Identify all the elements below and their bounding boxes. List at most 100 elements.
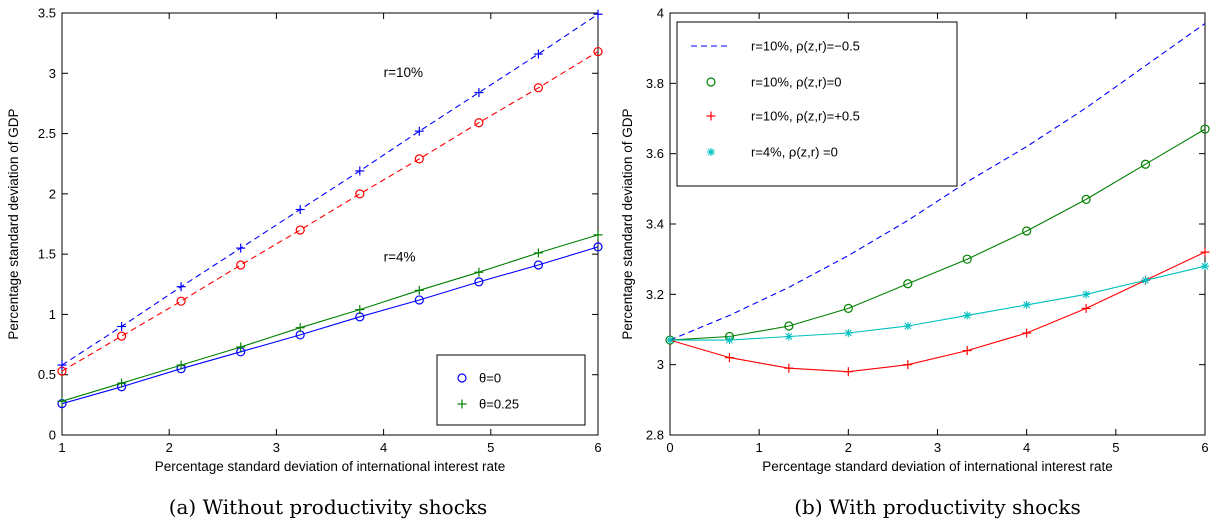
legend-box [436,354,586,426]
x-axis-label: Percentage standard deviation of interna… [155,459,505,474]
series-1 [57,46,603,376]
data-point [724,353,734,363]
data-point [903,279,913,289]
legend-label: r=10%, ρ(z,r)=−0.5 [751,39,860,54]
x-tick-label: 2 [166,440,173,455]
data-point [1022,328,1032,338]
data-point [533,248,543,258]
data-point [725,336,734,345]
series-line [61,13,599,366]
data-point [355,166,365,176]
legend-label: r=4%, ρ(z,r) =0 [751,145,838,160]
data-point-d2 [1201,262,1209,270]
annotation-label: r=10% [384,65,423,80]
data-point [1022,300,1031,309]
data-point [533,83,543,93]
y-tick-label: 3.6 [646,146,664,161]
series-line [669,128,1206,341]
data-point [784,363,794,373]
data-point [1022,226,1032,236]
legend-marker [706,111,716,121]
series-line [61,234,599,402]
figure-caption: (a) Without productivity shocks [169,495,488,519]
data-point [414,154,424,164]
data-point [1200,124,1210,134]
data-point-d2 [785,333,793,340]
y-tick-label: 1.5 [38,247,56,262]
y-axis-label: Percentage standard deviation of GDP [620,108,635,339]
data-point [843,367,853,377]
data-point [117,331,127,341]
y-tick-label: 0 [49,428,56,443]
legend-marker [706,77,716,87]
data-point [474,118,484,128]
data-point [784,332,793,341]
x-tick-label: 1 [756,440,763,455]
data-point [57,360,67,370]
series-line [61,246,599,405]
data-point [843,303,853,313]
series-2 [57,9,603,370]
y-tick-label: 1 [49,307,56,322]
legend-marker [457,399,467,409]
x-tick-label: 6 [1201,440,1208,455]
data-point [176,360,186,370]
data-point [236,260,246,270]
y-tick-label: 3.2 [646,287,664,302]
legend-label: r=10%, ρ(z,r)=0 [751,75,841,90]
data-point [666,336,674,345]
x-tick-label: 5 [487,440,494,455]
data-point [176,282,186,292]
x-tick-label: 1 [58,440,65,455]
data-point [593,9,603,19]
legend: r=10%, ρ(z,r)=−0.5 r=10%, ρ(z,r)=0 r=10%, … [676,21,958,187]
data-point [784,321,794,331]
x-tick-label: 6 [594,440,601,455]
chart-panel-2: 0 1 2 3 4 5 6 2.8 3 3.2 3.4 3.6 3.8 4 Percentage stand… [620,6,1210,519]
x-tick-label: 5 [1112,440,1119,455]
y-tick-label: 3.4 [646,217,664,232]
y-tick-label: 3 [657,357,664,372]
data-point [414,126,424,136]
x-tick-label: 0 [666,440,673,455]
data-point [176,296,186,306]
legend-label: θ=0 [479,371,501,386]
data-point [1082,290,1091,299]
data-point-d2 [904,322,912,330]
data-point [1141,276,1150,285]
series-line [669,251,1206,373]
series-4 [57,230,603,406]
data-point [295,205,305,215]
data-point [474,267,484,277]
data-point [414,285,424,295]
data-point [295,323,305,333]
x-tick-label: 3 [934,440,941,455]
x-tick-label: 4 [1023,440,1030,455]
data-point [1201,262,1209,271]
y-tick-label: 0.5 [38,367,56,382]
data-point [117,321,127,331]
data-point [355,189,365,199]
data-point-d2 [963,312,971,319]
legend-marker-d2 [707,148,715,156]
y-tick-label: 2 [49,186,56,201]
data-point-d2 [844,329,852,337]
data-point [295,225,305,235]
x-tick-label: 2 [845,440,852,455]
data-point-d2 [666,336,674,344]
series-line [669,23,1206,341]
x-tick-label: 4 [380,440,387,455]
data-point [533,260,543,270]
data-point [57,396,67,406]
data-point [1081,303,1091,313]
data-point [963,311,972,320]
y-tick-label: 2.8 [646,428,664,443]
legend-marker [707,148,715,156]
data-point [1140,159,1151,169]
annotation-label: r=4% [384,249,416,264]
y-tick-label: 3 [49,66,56,81]
data-point [962,346,972,356]
series-line [61,51,599,372]
data-point [533,49,543,59]
